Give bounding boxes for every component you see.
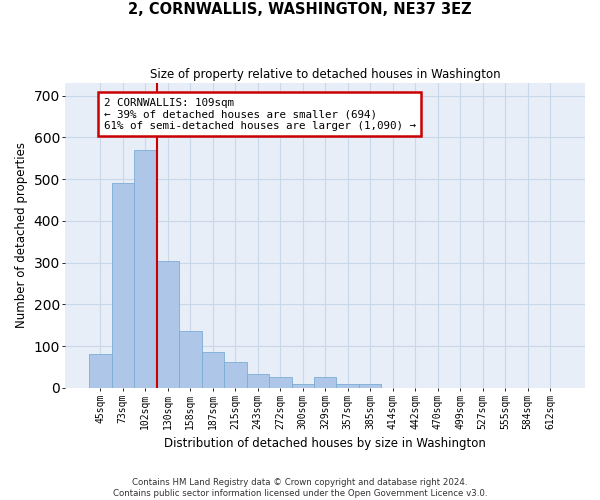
Title: Size of property relative to detached houses in Washington: Size of property relative to detached ho… [150, 68, 500, 80]
Bar [112, 184, 134, 388]
Bar [202, 352, 224, 388]
Bar [224, 362, 247, 388]
Bar [337, 384, 359, 388]
Bar [247, 374, 269, 388]
Bar [89, 354, 112, 388]
Bar [314, 376, 337, 388]
Text: 2, CORNWALLIS, WASHINGTON, NE37 3EZ: 2, CORNWALLIS, WASHINGTON, NE37 3EZ [128, 2, 472, 18]
Bar [359, 384, 382, 388]
Bar [179, 332, 202, 388]
Bar [269, 376, 292, 388]
Text: Contains HM Land Registry data © Crown copyright and database right 2024.
Contai: Contains HM Land Registry data © Crown c… [113, 478, 487, 498]
Bar [292, 384, 314, 388]
Bar [157, 260, 179, 388]
Bar [134, 150, 157, 388]
Text: 2 CORNWALLIS: 109sqm
← 39% of detached houses are smaller (694)
61% of semi-deta: 2 CORNWALLIS: 109sqm ← 39% of detached h… [104, 98, 416, 131]
X-axis label: Distribution of detached houses by size in Washington: Distribution of detached houses by size … [164, 437, 486, 450]
Y-axis label: Number of detached properties: Number of detached properties [15, 142, 28, 328]
